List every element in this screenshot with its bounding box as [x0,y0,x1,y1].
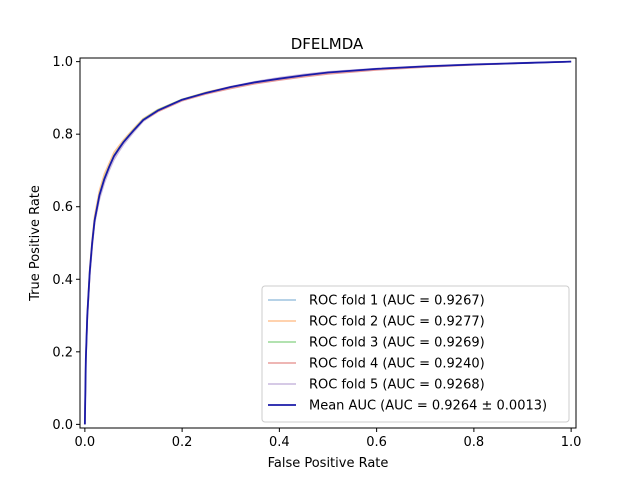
x-tick-label: 0.4 [269,435,290,450]
y-axis-label: True Positive Rate [28,185,43,302]
x-axis-ticks: 0.0 0.2 0.4 0.6 0.8 1.0 [75,428,582,450]
chart-title: DFELMDA [291,35,364,53]
x-tick-label: 0.6 [366,435,387,450]
y-tick-label: 0.4 [52,273,73,288]
y-tick-label: 0.2 [52,345,73,360]
y-tick-label: 0.8 [52,128,73,143]
legend-box [261,285,570,423]
y-tick-label: 1.0 [52,55,73,70]
x-tick-label: 0.0 [75,435,96,450]
legend-label-fold-1: ROC fold 1 (AUC = 0.9267) [309,294,485,309]
legend-label-fold-4: ROC fold 4 (AUC = 0.9240) [309,357,485,372]
x-tick-label: 1.0 [561,435,582,450]
y-tick-label: 0.6 [52,200,73,215]
x-axis-label: False Positive Rate [268,456,389,471]
legend-label-fold-2: ROC fold 2 (AUC = 0.9277) [309,315,485,330]
legend-label-mean: Mean AUC (AUC = 0.9264 ± 0.0013) [309,399,547,414]
x-tick-label: 0.8 [464,435,485,450]
y-axis-ticks: 0.0 0.2 0.4 0.6 0.8 1.0 [52,55,80,433]
legend-label-fold-3: ROC fold 3 (AUC = 0.9269) [309,336,485,351]
plot-frame [79,57,577,429]
plot-lines [83,60,572,425]
y-tick-label: 0.0 [52,418,73,433]
legend-label-fold-5: ROC fold 5 (AUC = 0.9268) [309,378,485,393]
legend: ROC fold 1 (AUC = 0.9267) ROC fold 2 (AUC… [261,285,570,423]
series-line-mean [83,60,572,425]
x-tick-label: 0.2 [172,435,193,450]
